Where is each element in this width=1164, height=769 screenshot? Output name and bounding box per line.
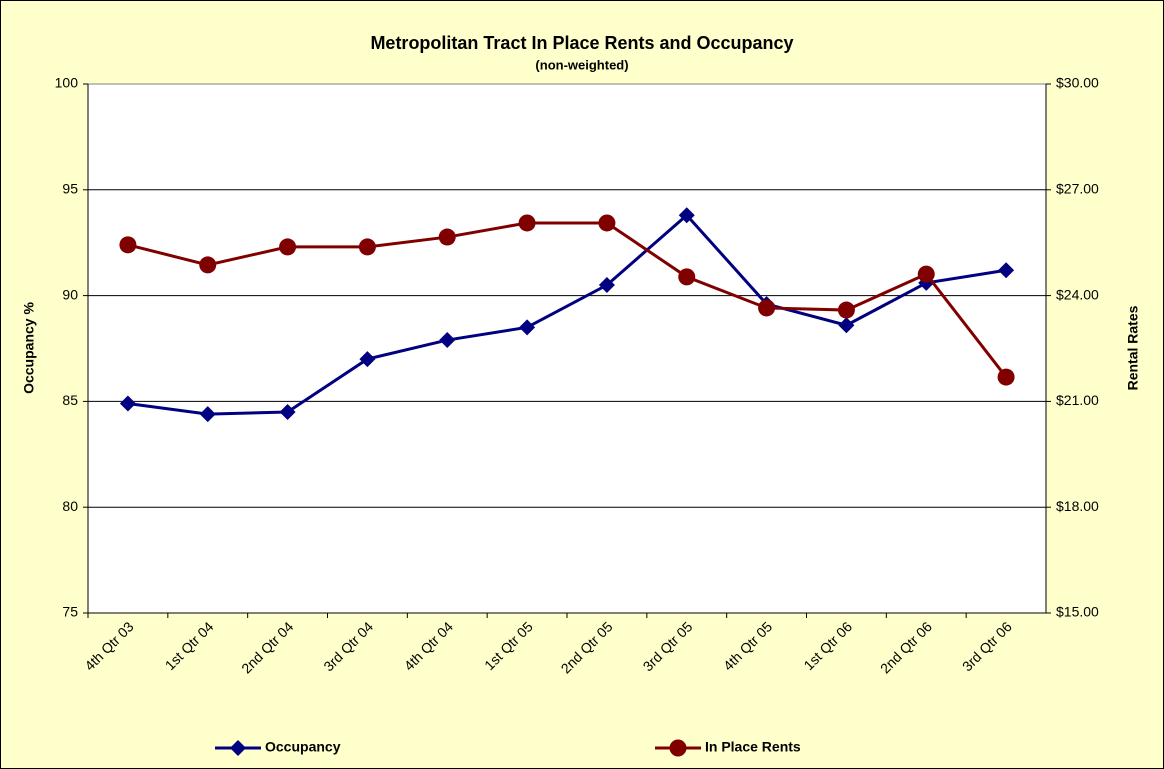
marker — [917, 265, 935, 283]
y-axis-title: Occupancy % — [21, 302, 37, 394]
marker — [199, 256, 217, 274]
y-tick-label: 95 — [62, 181, 78, 197]
marker — [519, 319, 536, 336]
plot-area — [87, 83, 1047, 614]
marker — [279, 238, 297, 256]
y2-tick-label: $30.00 — [1056, 75, 1099, 91]
marker — [359, 351, 376, 368]
y2-tick-label: $21.00 — [1056, 392, 1099, 408]
y2-tick-label: $24.00 — [1056, 286, 1099, 302]
marker — [598, 214, 616, 232]
marker — [669, 739, 687, 757]
y2-tick-label: $18.00 — [1056, 498, 1099, 514]
marker — [119, 236, 137, 254]
y-tick-label: 85 — [62, 392, 78, 408]
y-tick-label: 90 — [62, 286, 78, 302]
marker — [119, 395, 136, 412]
chart-subtitle: (non-weighted) — [535, 57, 628, 72]
marker — [758, 299, 776, 317]
marker — [678, 268, 696, 286]
y2-tick-label: $15.00 — [1056, 604, 1099, 620]
marker — [838, 317, 855, 334]
marker — [998, 262, 1015, 279]
marker — [358, 238, 376, 256]
marker — [279, 403, 296, 420]
marker — [997, 368, 1015, 386]
y-tick-label: 75 — [62, 604, 78, 620]
marker — [837, 301, 855, 319]
series-line — [127, 213, 1007, 416]
marker — [438, 228, 456, 246]
legend-label: Occupancy — [265, 739, 341, 755]
marker — [439, 332, 456, 349]
y-tick-label: 100 — [55, 75, 79, 91]
chart-title: Metropolitan Tract In Place Rents and Oc… — [370, 33, 793, 53]
marker — [199, 406, 216, 423]
series-line — [127, 221, 1008, 378]
marker — [678, 207, 695, 224]
y2-tick-label: $27.00 — [1056, 181, 1099, 197]
y-tick-label: 80 — [62, 498, 78, 514]
marker — [598, 277, 615, 294]
marker — [230, 740, 246, 756]
legend-label: In Place Rents — [705, 739, 801, 755]
y2-axis-title: Rental Rates — [1125, 305, 1141, 390]
marker — [518, 214, 536, 232]
